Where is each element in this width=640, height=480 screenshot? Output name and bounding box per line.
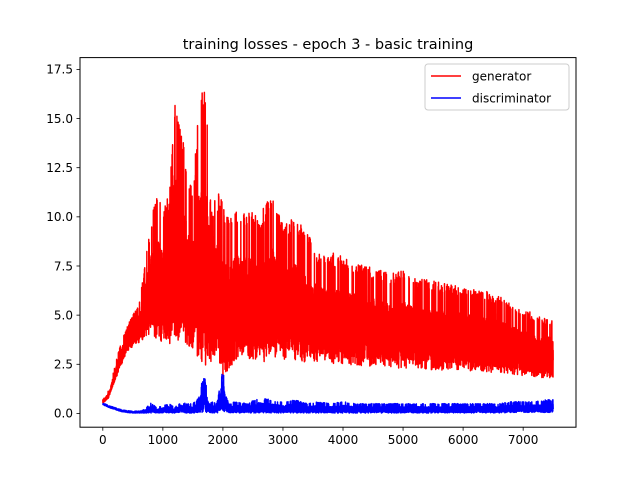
y-tick-label: 5.0 xyxy=(54,308,73,322)
y-tick-label: 17.5 xyxy=(46,63,73,77)
y-tick-label: 7.5 xyxy=(54,259,73,273)
x-tick-label: 1000 xyxy=(148,433,179,447)
y-tick-label: 10.0 xyxy=(46,210,73,224)
x-tick-label: 5000 xyxy=(388,433,419,447)
y-tick-label: 12.5 xyxy=(46,161,73,175)
x-tick-label: 6000 xyxy=(448,433,479,447)
legend-label-discriminator: discriminator xyxy=(472,92,551,106)
legend: generator discriminator xyxy=(424,63,570,111)
x-tick-label: 7000 xyxy=(508,433,539,447)
x-tick-label: 2000 xyxy=(208,433,239,447)
series-line-discriminator xyxy=(102,373,554,414)
x-axis: 0 1000 2000 3000 4000 5000 6000 7000 xyxy=(99,427,538,447)
plot-frame xyxy=(79,57,577,428)
y-tick-label: 2.5 xyxy=(54,358,73,372)
chart-title: training losses - epoch 3 - basic traini… xyxy=(183,37,474,53)
series-line-generator xyxy=(102,91,554,404)
y-tick-label: 0.0 xyxy=(54,407,73,421)
y-axis: 0.0 2.5 5.0 7.5 10.0 12.5 15.0 17.5 xyxy=(46,63,80,421)
legend-label-generator: generator xyxy=(472,70,531,84)
y-tick-label: 15.0 xyxy=(46,112,73,126)
x-tick-label: 4000 xyxy=(328,433,359,447)
x-tick-label: 3000 xyxy=(268,433,299,447)
x-tick-label: 0 xyxy=(99,433,107,447)
series-layer xyxy=(102,91,554,414)
